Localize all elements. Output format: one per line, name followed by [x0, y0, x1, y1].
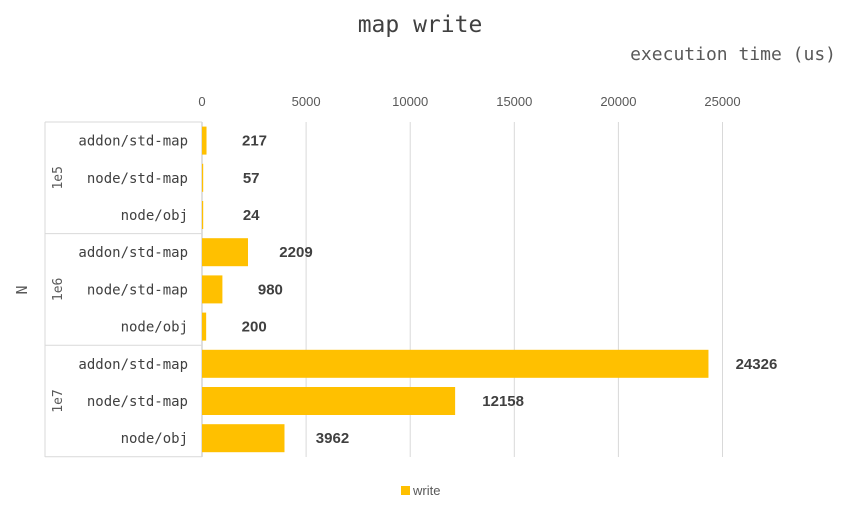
x-tick-label: 25000: [704, 94, 740, 109]
data-label: 217: [242, 133, 267, 150]
category-label: addon/std-map: [78, 134, 188, 150]
category-label: node/std-map: [87, 394, 188, 410]
bar: [202, 201, 204, 229]
category-label: node/obj: [121, 320, 188, 336]
category-labels: addon/std-map node/std-map node/obj addon/s…: [78, 134, 188, 448]
x-tick-label: 10000: [392, 94, 428, 109]
bar: [202, 312, 207, 341]
bar: [202, 126, 207, 155]
bar: [202, 424, 285, 453]
bar: [202, 163, 204, 192]
data-label: 2209: [279, 244, 312, 261]
legend-swatch-write: [401, 486, 410, 495]
data-label: 24: [243, 207, 260, 224]
data-label: 200: [242, 319, 267, 336]
x-axis-title: execution time (us): [630, 44, 836, 65]
x-tick-labels: 0 5000 10000 15000 20000 25000: [198, 94, 740, 109]
bars: [202, 126, 709, 453]
category-label: node/std-map: [87, 171, 188, 187]
data-label: 3962: [316, 430, 349, 447]
group-label: 1e6: [51, 278, 66, 301]
legend: write: [401, 483, 440, 498]
category-label: node/obj: [121, 208, 188, 224]
data-labels: 217 57 24 2209 980 200 24326 12158 3962: [242, 133, 778, 448]
y-axis-title: N: [13, 285, 31, 294]
data-label: 980: [258, 281, 283, 298]
data-label: 24326: [736, 356, 778, 373]
bar: [202, 238, 248, 267]
bar: [202, 349, 709, 378]
category-label: addon/std-map: [78, 357, 188, 373]
x-tick-label: 5000: [292, 94, 321, 109]
group-label: 1e7: [51, 389, 66, 412]
x-tick-label: 0: [198, 94, 205, 109]
chart-title: map write: [358, 12, 483, 38]
legend-label-write: write: [412, 483, 440, 498]
category-label: node/obj: [121, 431, 188, 447]
bar: [202, 387, 456, 415]
x-tick-label: 15000: [496, 94, 532, 109]
group-labels: 1e5 1e6 1e7: [51, 166, 66, 413]
group-label: 1e5: [51, 166, 66, 189]
category-label: addon/std-map: [78, 245, 188, 261]
x-tick-label: 20000: [600, 94, 636, 109]
category-label: node/std-map: [87, 282, 188, 298]
data-label: 57: [243, 170, 260, 187]
bar: [202, 275, 223, 304]
data-label: 12158: [482, 393, 524, 410]
